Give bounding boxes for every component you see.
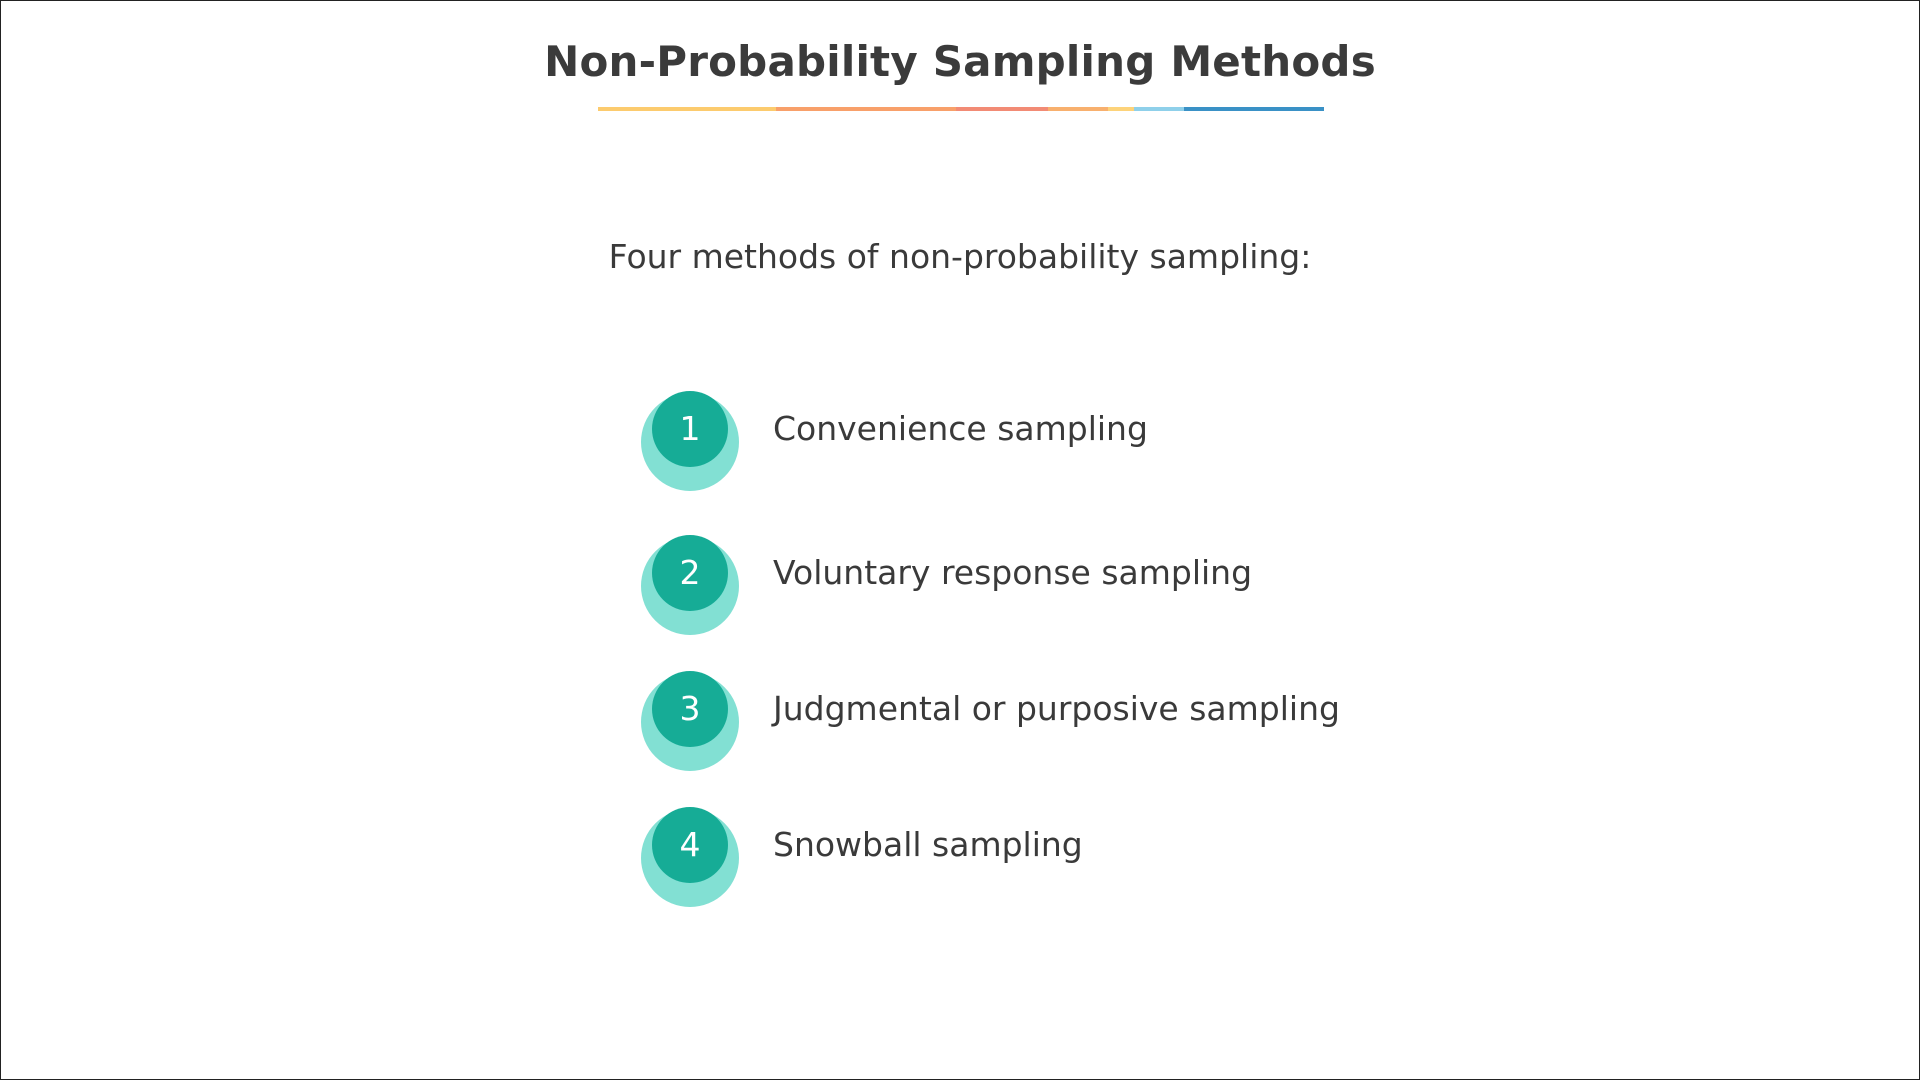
underline-segment bbox=[598, 107, 776, 111]
list-item: 2 Voluntary response sampling bbox=[641, 535, 1441, 635]
intro-text: Four methods of non-probability sampling… bbox=[608, 237, 1312, 276]
number-badge: 2 bbox=[641, 535, 739, 635]
slide-title: Non-Probability Sampling Methods bbox=[544, 37, 1376, 86]
badge-number: 4 bbox=[652, 807, 728, 883]
number-badge: 3 bbox=[641, 671, 739, 771]
method-label: Snowball sampling bbox=[773, 825, 1083, 864]
badge-number: 3 bbox=[652, 671, 728, 747]
underline-segment bbox=[1184, 107, 1324, 111]
number-badge: 4 bbox=[641, 807, 739, 907]
underline-segment bbox=[1048, 107, 1108, 111]
method-label: Voluntary response sampling bbox=[773, 553, 1253, 592]
list-item: 3 Judgmental or purposive sampling bbox=[641, 671, 1441, 771]
underline-segment bbox=[956, 107, 1048, 111]
underline-segment bbox=[1134, 107, 1184, 111]
underline-segment bbox=[1108, 107, 1134, 111]
list-item: 4 Snowball sampling bbox=[641, 807, 1441, 907]
badge-number: 2 bbox=[652, 535, 728, 611]
badge-number: 1 bbox=[652, 391, 728, 467]
underline-segment bbox=[776, 107, 956, 111]
number-badge: 1 bbox=[641, 391, 739, 491]
list-item: 1 Convenience sampling bbox=[641, 391, 1441, 491]
method-label: Convenience sampling bbox=[773, 409, 1148, 448]
method-label: Judgmental or purposive sampling bbox=[773, 689, 1340, 728]
title-underline bbox=[598, 107, 1324, 111]
